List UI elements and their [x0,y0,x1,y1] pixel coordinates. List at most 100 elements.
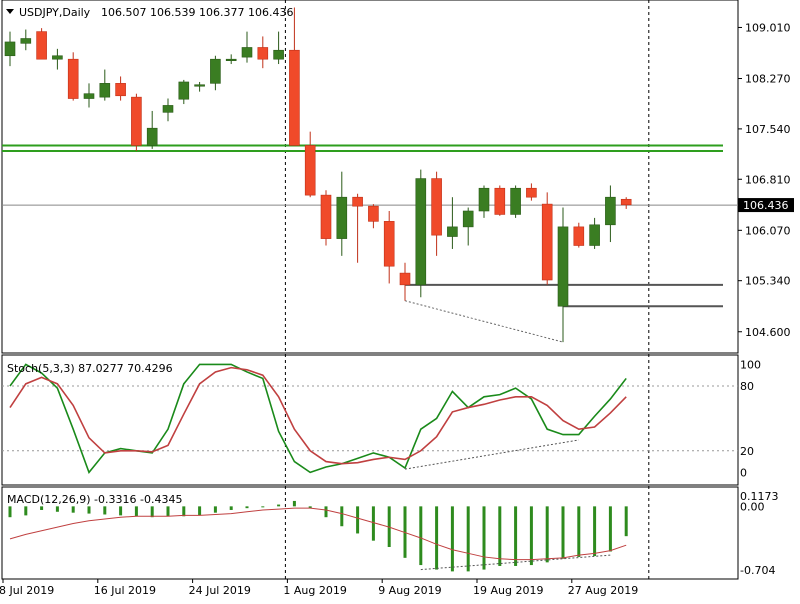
candle-bear [573,226,585,246]
candle-bull [225,58,237,62]
candle-bear [115,83,126,97]
candle-bull [510,187,521,215]
macd-histogram-bar [593,506,597,557]
price-panel[interactable] [1,0,739,354]
macd-histogram-bar [87,506,91,514]
candle-bull [99,83,111,98]
macd-histogram-bar [292,500,296,507]
candle-bear [352,196,363,207]
price-tick-label: 106.070 [745,224,791,237]
candle-bull [52,55,63,60]
stoch-title: Stoch(5,3,3) 87.0277 70.4296 [7,362,173,375]
macd-tick-label: 0.1173 [740,490,779,503]
stoch-trend-line [404,439,579,470]
macd-histogram-bar [482,506,486,570]
macd-histogram-bar [229,506,233,510]
candle-bull [478,187,490,212]
macd-histogram-bar [55,506,59,512]
stoch-panel[interactable] [1,354,739,486]
price-tick-label: 107.540 [745,123,791,136]
candle-bear [131,96,142,146]
stoch-tick-label: 80 [740,380,754,393]
stoch-plot [2,363,738,474]
candle-bull [20,38,32,44]
macd-histogram-bar [119,506,123,516]
triangle-down-icon[interactable] [6,9,14,14]
macd-histogram-bar [261,506,265,508]
macd-panel[interactable] [1,486,739,580]
candle-bull [462,210,474,228]
macd-histogram-bar [561,506,565,559]
candle-bull [336,196,348,239]
price-tick-label: 108.270 [745,73,791,86]
macd-title: MACD(12,26,9) -0.3316 -0.4345 [7,493,182,506]
macd-histogram-bar [545,506,549,563]
stoch-tick-label: 20 [740,445,754,458]
price-trend-line [404,300,564,343]
price-plot [2,7,738,343]
macd-histogram-bar [308,506,312,509]
candle-bull [210,58,221,84]
candle-bull [447,226,458,237]
macd-histogram-bar [24,506,28,516]
date-tick-label: 9 Aug 2019 [378,584,441,597]
macd-histogram-bar [324,506,328,518]
macd-histogram-bar [577,506,581,557]
macd-histogram-bar [514,506,518,566]
candle-bear [494,187,506,215]
macd-signal-line [9,507,627,561]
price-tick-label: 104.600 [745,326,791,339]
chart-ohlc: 106.507 106.539 106.377 106.436 [101,6,293,19]
price-tick-label: 105.340 [745,275,791,288]
macd-histogram-bar [134,506,138,517]
candle-bear [320,194,332,239]
macd-tick-label: -0.704 [740,564,775,577]
candle-bull [4,41,16,57]
candle-bear [368,205,379,222]
candle-bear [257,47,269,60]
macd-tick-label: 0.00 [740,500,765,513]
candle-bear [67,58,79,99]
macd-histogram-bar [608,506,612,552]
macd-histogram-bar [529,506,533,566]
current-price-label: 106.436 [743,199,789,212]
current-price-box [738,198,794,213]
macd-plot [8,500,628,572]
macd-histogram-bar [419,506,423,566]
macd-histogram-bar [103,506,107,515]
candle-bull [273,49,284,60]
macd-histogram-bar [213,506,217,513]
price-tick-label: 109.010 [745,21,791,34]
macd-histogram-bar [150,506,154,518]
macd-histogram-bar [198,506,202,516]
candle-bull [146,127,158,146]
macd-histogram-bar [277,504,281,507]
stoch-signal-line [9,366,627,465]
candle-bull [162,105,174,113]
macd-histogram-bar [166,506,170,517]
chart-symbol: USDJPY,Daily [19,6,91,19]
macd-histogram-bar [498,506,502,566]
candle-bull [605,196,616,226]
macd-histogram-bar [40,506,44,510]
macd-histogram-bar [245,506,249,509]
candle-bull [415,178,427,286]
candle-bear [431,178,442,236]
candle-bear [399,272,411,286]
macd-histogram-bar [624,506,628,537]
candle-bull [178,81,190,100]
candle-bull [194,84,205,87]
macd-histogram-bar [340,506,344,527]
candle-bear [36,31,47,60]
macd-histogram-bar [356,506,360,534]
macd-histogram-bar [435,506,439,570]
macd-histogram-bar [8,506,12,518]
vertical-separators [284,0,650,579]
date-tick-label: 24 Jul 2019 [189,584,251,597]
candle-bull [241,47,253,58]
date-tick-label: 1 Aug 2019 [283,584,346,597]
stoch-main-line [9,363,627,474]
date-tick-label: 16 Jul 2019 [94,584,156,597]
